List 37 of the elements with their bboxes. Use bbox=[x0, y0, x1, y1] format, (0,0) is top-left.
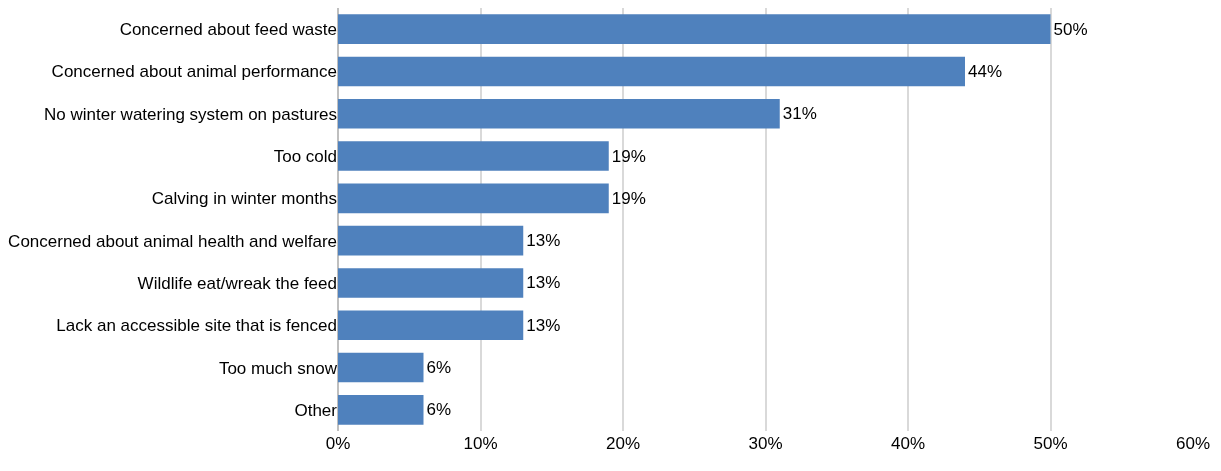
bar bbox=[338, 98, 780, 129]
data-label: 6% bbox=[426, 358, 452, 378]
data-label: 50% bbox=[1053, 19, 1088, 39]
y-tick-label: Calving in winter months bbox=[151, 189, 337, 209]
bar bbox=[338, 14, 1051, 44]
data-label: 13% bbox=[526, 273, 561, 293]
y-tick-label: Concerned about animal performance bbox=[51, 62, 337, 82]
x-tick-label: 20% bbox=[605, 434, 641, 453]
bar bbox=[338, 395, 424, 425]
data-label: 31% bbox=[782, 104, 817, 124]
bar bbox=[338, 183, 609, 214]
y-tick-label: Concerned about feed waste bbox=[119, 20, 337, 40]
y-tick-label: Wildlife eat/wreak the feed bbox=[137, 273, 337, 293]
bar bbox=[338, 225, 524, 256]
y-tick-label: Lack an accessible site that is fenced bbox=[56, 316, 337, 336]
bar bbox=[338, 268, 524, 298]
data-label: 44% bbox=[968, 61, 1003, 81]
y-tick-label: Too cold bbox=[273, 147, 337, 166]
data-label: 19% bbox=[611, 146, 646, 166]
data-label: 6% bbox=[426, 400, 452, 420]
x-tick-label: 10% bbox=[463, 434, 498, 453]
x-tick-label: 30% bbox=[748, 434, 783, 453]
bar bbox=[338, 141, 609, 171]
y-tick-label: Other bbox=[294, 400, 338, 420]
y-tick-label: Concerned about animal health and welfare bbox=[8, 231, 337, 251]
y-tick-label: Too much snow bbox=[218, 358, 338, 378]
x-tick-label: 50% bbox=[1033, 434, 1068, 453]
x-tick-label: 60% bbox=[1175, 434, 1211, 453]
x-tick-label: 0% bbox=[325, 434, 351, 453]
x-tick-label: 40% bbox=[890, 434, 926, 453]
data-label: 13% bbox=[526, 231, 561, 251]
data-label: 13% bbox=[526, 315, 561, 335]
y-tick-label: No winter watering system on pastures bbox=[44, 104, 337, 124]
bar bbox=[338, 310, 524, 341]
data-label: 19% bbox=[611, 188, 646, 208]
bar bbox=[338, 352, 424, 383]
bar bbox=[338, 56, 965, 87]
